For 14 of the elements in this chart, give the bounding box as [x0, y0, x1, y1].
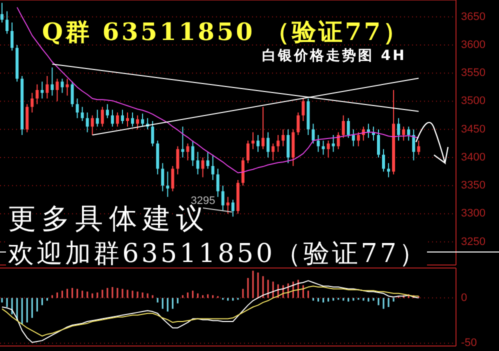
y-tick-label: 3250 — [461, 236, 486, 248]
y-tick-label: 0 — [461, 292, 468, 304]
y-tick-label: 3450 — [461, 123, 486, 136]
y-tick-label: 3300 — [461, 208, 486, 220]
y-tick-label: 3650 — [461, 10, 486, 23]
text: 白银价格走势图 4H — [262, 48, 406, 64]
y-tick-label: -50 — [461, 337, 477, 350]
y-tick-label: 3550 — [461, 67, 486, 80]
annotation: Q群 63511850 （验证77） — [42, 17, 407, 46]
y-tick-label: 3600 — [461, 38, 486, 51]
annotation: 欢迎加群63511850（验证77） — [8, 239, 425, 269]
y-tick-label: 3350 — [461, 180, 486, 192]
y-tick-label: 3500 — [461, 95, 486, 108]
y-tick-label: 3400 — [461, 151, 486, 164]
